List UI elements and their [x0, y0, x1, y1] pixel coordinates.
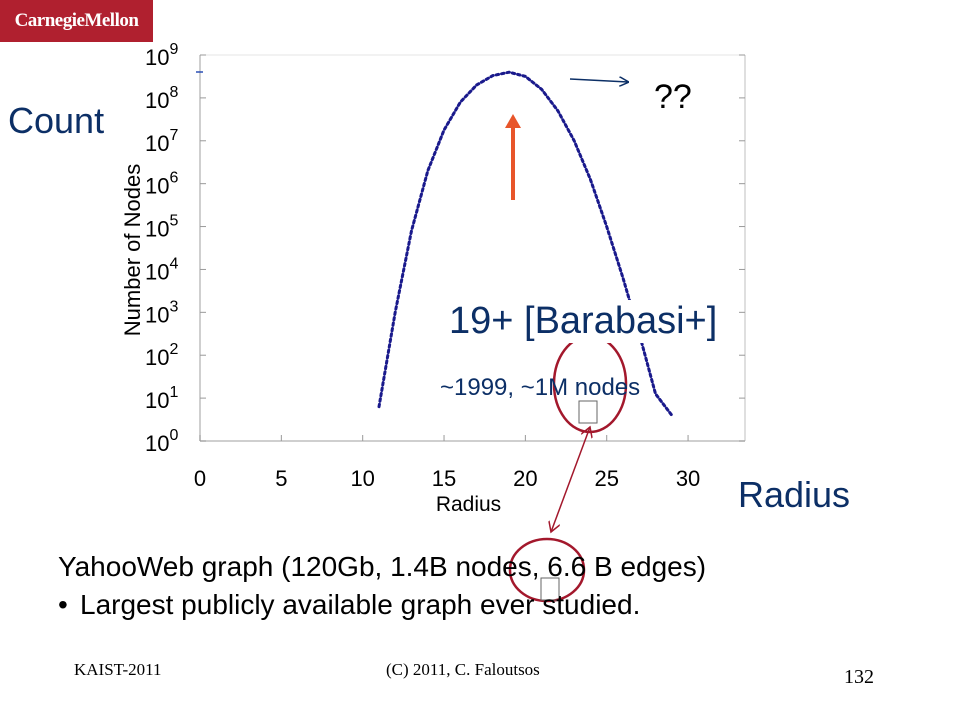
x-tick-label: 10	[350, 466, 374, 491]
x-tick-label: 30	[676, 466, 700, 491]
placeholder-box-bottom	[540, 577, 560, 601]
highlight-circle-bottom	[508, 537, 586, 603]
y-tick-label: 108	[145, 84, 178, 113]
x-tick-label: 15	[432, 466, 456, 491]
y-tick-label: 103	[145, 298, 178, 327]
y-tick-label: 109	[145, 41, 178, 70]
question-arrow	[569, 79, 628, 82]
count-annotation: Count	[8, 100, 105, 141]
bullet-icon: •	[58, 589, 68, 620]
caption-line-2: • Largest publicly available graph ever s…	[58, 586, 706, 624]
year-nodes-annotation: ~1999, ~1M nodes	[440, 374, 641, 401]
carnegie-mellon-logo: CarnegieMellon	[0, 0, 153, 42]
x-tick-label: 5	[275, 466, 287, 491]
y-tick-label: 107	[145, 127, 178, 156]
radius-annotation: Radius	[738, 474, 851, 515]
connector-arrow	[551, 427, 590, 532]
x-tick-label: 25	[594, 466, 618, 491]
slide-caption: YahooWeb graph (120Gb, 1.4B nodes, 6.6 B…	[58, 548, 706, 624]
y-tick-label: 104	[145, 255, 178, 284]
caption-line-1: YahooWeb graph (120Gb, 1.4B nodes, 6.6 B…	[58, 551, 707, 582]
x-axis-title: Radius	[436, 493, 501, 516]
question-annotation: ??	[654, 78, 692, 116]
footer-venue: KAIST-2011	[74, 660, 162, 679]
y-axis-title: Number of Nodes	[120, 164, 145, 336]
caption-line-2-text: Largest publicly available graph ever st…	[80, 589, 641, 620]
y-tick-label: 101	[145, 384, 178, 413]
page-number: 132	[844, 666, 874, 688]
x-tick-label: 20	[513, 466, 537, 491]
footer-copyright: (C) 2011, C. Faloutsos	[386, 660, 540, 679]
y-tick-label: 100	[145, 427, 178, 456]
barabasi-annotation: 19+ [Barabasi+]	[447, 300, 720, 343]
y-tick-label: 105	[145, 213, 178, 242]
y-tick-label: 106	[145, 170, 178, 199]
placeholder-box-top	[578, 400, 598, 424]
series-curve	[377, 70, 674, 417]
y-tick-label: 102	[145, 341, 178, 370]
x-tick-label: 0	[194, 466, 206, 491]
